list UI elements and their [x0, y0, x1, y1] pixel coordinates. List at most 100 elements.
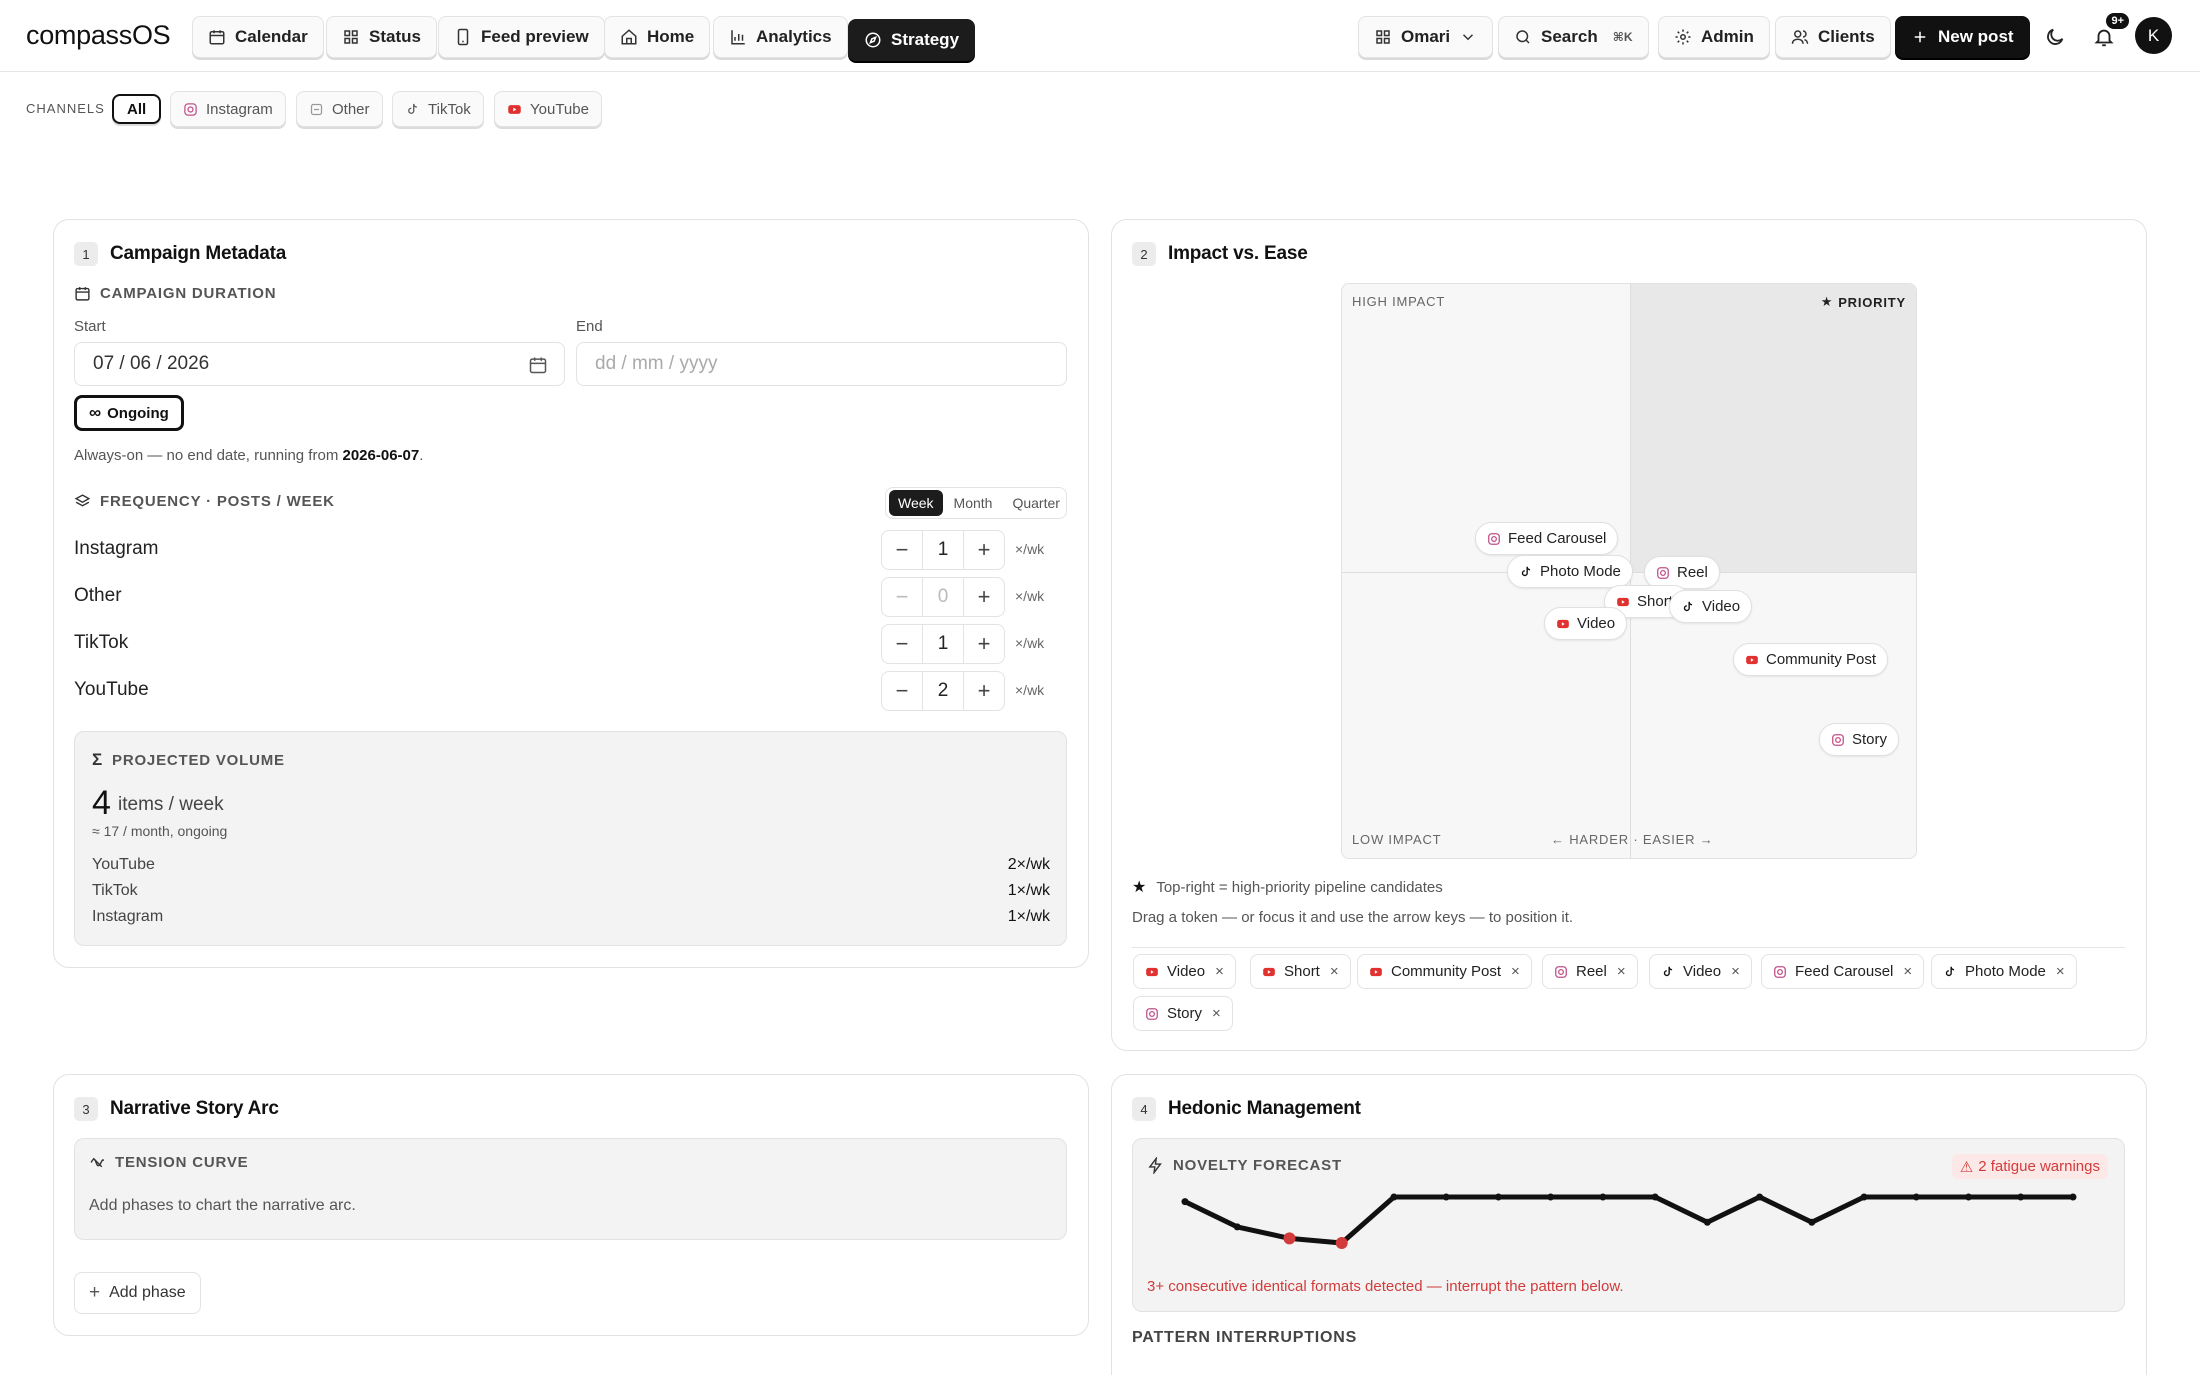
forecast-point — [1547, 1193, 1555, 1201]
remove-icon[interactable]: × — [1731, 963, 1740, 980]
matrix-token-community-post[interactable]: Community Post — [1733, 643, 1889, 676]
clients-button[interactable]: Clients — [1775, 16, 1891, 58]
decrement-button[interactable]: − — [895, 584, 909, 609]
matrix-token-photo-mode[interactable]: Photo Mode — [1507, 555, 1633, 588]
projected-volume-label: Σ PROJECTED VOLUME — [92, 750, 285, 769]
stepper-value[interactable]: 0 — [922, 578, 964, 616]
tag-community-post[interactable]: Community Post × — [1357, 954, 1532, 989]
end-date-input[interactable]: dd / mm / yyyy — [576, 342, 1067, 386]
remove-icon[interactable]: × — [2055, 963, 2065, 980]
stepper-value[interactable]: 1 — [922, 531, 964, 569]
increment-button[interactable]: + — [977, 631, 991, 656]
divider — [1132, 947, 2125, 948]
period-month[interactable]: Month — [953, 495, 993, 511]
forecast-point — [1703, 1218, 1711, 1226]
tag-reel[interactable]: Reel × — [1542, 954, 1638, 989]
remove-icon[interactable]: × — [1215, 963, 1224, 980]
plus-icon — [1914, 31, 1926, 43]
grid-icon — [344, 30, 358, 44]
bar-chart-icon — [731, 30, 745, 45]
new-post-button[interactable]: New post — [1895, 16, 2030, 58]
avatar[interactable]: K — [2135, 17, 2172, 54]
layers-icon — [74, 494, 91, 507]
nav-analytics[interactable]: Analytics — [713, 16, 848, 58]
nav-strategy[interactable]: Strategy — [848, 19, 976, 61]
high-impact-label: HIGH IMPACT — [1352, 294, 1446, 309]
app-logo[interactable]: compassOS — [26, 20, 171, 50]
star-icon: ★ — [1820, 294, 1834, 309]
forecast-point — [1442, 1193, 1450, 1201]
decrement-button[interactable]: − — [895, 678, 909, 703]
campaign-duration-label: CAMPAIGN DURATION — [74, 285, 276, 302]
channel-chip-all[interactable]: All — [112, 94, 162, 124]
channel-chip-other[interactable]: Other — [296, 91, 383, 127]
tag-short-youtube[interactable]: Short × — [1250, 954, 1351, 989]
matrix-token-video-youtube[interactable]: Video — [1544, 607, 1628, 640]
remove-icon[interactable]: × — [1903, 963, 1913, 980]
drag-hint: Drag a token — or focus it and use the a… — [1132, 909, 1574, 926]
fatigue-point — [1335, 1237, 1348, 1249]
nav-home[interactable]: Home — [604, 16, 711, 58]
calendar-icon — [209, 30, 225, 45]
quantity-stepper: − 2 + — [881, 671, 1005, 711]
ongoing-toggle[interactable]: ∞ Ongoing — [74, 395, 184, 431]
fatigue-warning-text: 3+ consecutive identical formats detecte… — [1147, 1278, 1624, 1295]
search-button[interactable]: Search ⌘K — [1498, 16, 1649, 58]
increment-button[interactable]: + — [977, 537, 991, 562]
card-header: 1 Campaign Metadata — [74, 242, 286, 266]
add-phase-button[interactable]: + Add phase — [74, 1272, 201, 1314]
priority-label: ★ PRIORITY — [1820, 294, 1906, 310]
card-header: 2 Impact vs. Ease — [1132, 242, 1308, 266]
matrix-token-feed-carousel[interactable]: Feed Carousel — [1475, 522, 1619, 555]
quantity-stepper: − 1 + — [881, 624, 1005, 664]
stepper-value[interactable]: 1 — [922, 625, 964, 663]
tag-video-tiktok[interactable]: Video × — [1649, 954, 1752, 989]
start-date-input[interactable]: 07 / 06 / 2026 — [74, 342, 565, 386]
novelty-forecast-chart — [1181, 1193, 2077, 1249]
channel-chip-tiktok[interactable]: TikTok — [392, 91, 484, 127]
forecast-point — [1390, 1193, 1398, 1201]
forecast-point — [1860, 1193, 1868, 1201]
tag-photo-mode[interactable]: Photo Mode × — [1931, 954, 2077, 989]
tag-video-youtube[interactable]: Video × — [1133, 954, 1236, 989]
remove-icon[interactable]: × — [1329, 963, 1339, 980]
nav-calendar[interactable]: Calendar — [192, 16, 324, 58]
other-channel-icon — [310, 103, 323, 115]
card-title: Campaign Metadata — [110, 243, 287, 264]
projected-approx: ≈ 17 / month, ongoing — [92, 823, 228, 839]
card-header: 3 Narrative Story Arc — [74, 1097, 279, 1121]
forecast-point — [2017, 1193, 2025, 1201]
stepper-value[interactable]: 2 — [922, 672, 964, 710]
decrement-button[interactable]: − — [895, 537, 909, 562]
remove-icon[interactable]: × — [1511, 963, 1520, 980]
period-quarter[interactable]: Quarter — [1012, 495, 1060, 511]
forecast-point — [1494, 1193, 1502, 1201]
youtube-icon — [1263, 967, 1275, 976]
plus-icon: + — [89, 1282, 101, 1303]
tag-story[interactable]: Story × — [1133, 996, 1233, 1031]
gear-icon — [1675, 29, 1691, 45]
calendar-icon[interactable] — [528, 355, 548, 375]
matrix-token-video-tiktok[interactable]: Video — [1669, 590, 1753, 623]
remove-icon[interactable]: × — [1212, 1005, 1221, 1022]
matrix-token-story[interactable]: Story — [1819, 723, 1900, 756]
increment-button[interactable]: + — [977, 678, 991, 703]
nav-status[interactable]: Status — [326, 16, 437, 58]
channel-chip-youtube[interactable]: YouTube — [494, 91, 602, 127]
tag-feed-carousel[interactable]: Feed Carousel × — [1761, 954, 1925, 989]
nav-feed-preview[interactable]: Feed preview — [438, 16, 605, 58]
remove-icon[interactable]: × — [1616, 963, 1626, 980]
instagram-icon — [1774, 965, 1786, 978]
frequency-row-youtube: YouTube − 2 + ×/wk — [74, 671, 1067, 711]
increment-button[interactable]: + — [977, 584, 991, 609]
period-week[interactable]: Week — [889, 490, 943, 516]
workspace-switcher[interactable]: Omari — [1358, 16, 1494, 58]
admin-button[interactable]: Admin — [1658, 16, 1770, 58]
channel-chip-instagram[interactable]: Instagram — [170, 91, 286, 127]
notifications-button[interactable]: 9+ — [2085, 13, 2129, 56]
start-label: Start — [74, 318, 106, 335]
theme-toggle[interactable] — [2036, 18, 2074, 56]
decrement-button[interactable]: − — [895, 631, 909, 656]
novelty-forecast-label: NOVELTY FORECAST — [1147, 1157, 1342, 1174]
matrix-token-reel[interactable]: Reel — [1644, 556, 1720, 589]
